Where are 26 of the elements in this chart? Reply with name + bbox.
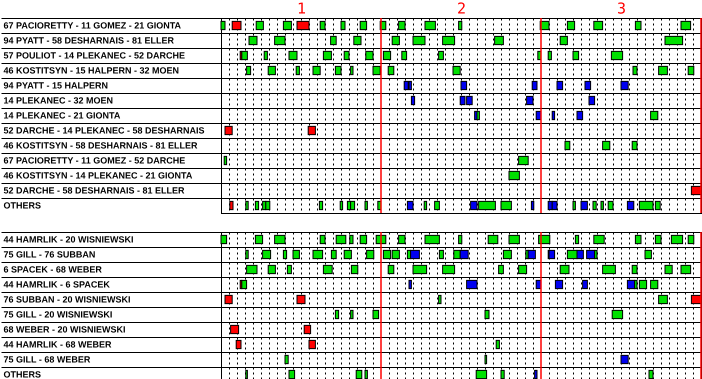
y-tick-label: 75 GILL - 68 WEBER <box>4 354 91 364</box>
y-tick-label: 44 HAMRLIK - 68 WEBER <box>4 340 112 350</box>
y-tick-label: 67 PACIORETTY - 11 GOMEZ - 21 GIONTA <box>4 20 182 30</box>
y-tick-label: 75 GILL - 20 WISNIEWSKI <box>4 310 112 320</box>
y-tick-label: 52 DARCHE - 58 DESHARNAIS - 81 ELLER <box>4 186 186 196</box>
y-tick-label: 67 PACIORETTY - 11 GOMEZ - 52 DARCHE <box>4 156 186 166</box>
y-tick-label: 14 PLEKANEC - 21 GIONTA <box>4 110 121 120</box>
x-tick-label: 2 <box>456 0 466 18</box>
y-tick-label: OTHERS <box>4 370 42 379</box>
y-tick-label: 94 PYATT - 15 HALPERN <box>4 80 108 90</box>
y-tick-label: OTHERS <box>4 200 42 210</box>
y-tick-label: 57 POULIOT - 14 PLEKANEC - 52 DARCHE <box>4 50 186 60</box>
y-tick-label: 75 GILL - 76 SUBBAN <box>4 250 96 260</box>
y-tick-label: 44 HAMRLIK - 20 WISNIEWSKI <box>4 234 134 244</box>
y-tick-label: 68 WEBER - 20 WISNIEWSKI <box>4 324 126 334</box>
y-tick-label: 46 KOSTITSYN - 58 DESHARNAIS - 81 ELLER <box>4 140 198 150</box>
y-tick-label: 44 HAMRLIK - 6 SPACEK <box>4 280 110 290</box>
y-tick-label: 52 DARCHE - 14 PLEKANEC - 58 DESHARNAIS <box>4 126 205 136</box>
y-tick-label: 6 SPACEK - 68 WEBER <box>4 264 102 274</box>
x-tick-label: 3 <box>616 0 626 18</box>
y-tick-label: 46 KOSTITSYN - 14 PLEKANEC - 21 GIONTA <box>4 170 193 180</box>
x-tick-label: 1 <box>296 0 306 18</box>
y-tick-label: 76 SUBBAN - 20 WISNIEWSKI <box>4 294 131 304</box>
y-tick-label: 14 PLEKANEC - 32 MOEN <box>4 96 114 106</box>
y-tick-label: 46 KOSTITSYN - 15 HALPERN - 32 MOEN <box>4 66 180 76</box>
y-tick-label: 94 PYATT - 58 DESHARNAIS - 81 ELLER <box>4 36 175 46</box>
